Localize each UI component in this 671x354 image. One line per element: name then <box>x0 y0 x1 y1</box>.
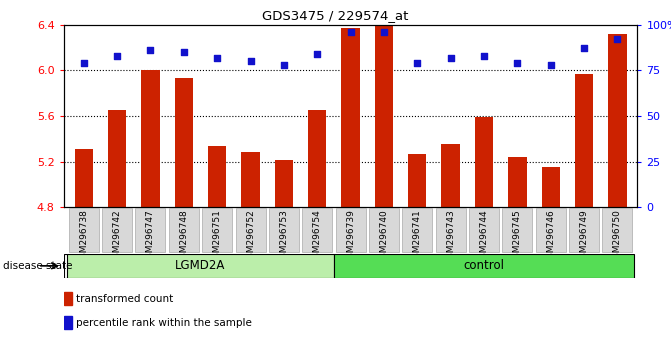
Text: GSM296753: GSM296753 <box>279 210 289 264</box>
Point <box>546 62 556 68</box>
Point <box>512 60 523 66</box>
Text: GSM296748: GSM296748 <box>179 210 189 264</box>
Point <box>446 55 456 61</box>
FancyBboxPatch shape <box>202 209 232 252</box>
FancyBboxPatch shape <box>334 254 634 278</box>
Point <box>112 53 123 59</box>
Bar <box>64 292 72 305</box>
Text: control: control <box>464 259 505 272</box>
Point <box>245 58 256 64</box>
FancyBboxPatch shape <box>136 209 166 252</box>
Bar <box>274 160 293 207</box>
Point <box>578 46 589 51</box>
Text: GSM296749: GSM296749 <box>580 210 588 264</box>
Text: GSM296745: GSM296745 <box>513 210 522 264</box>
Text: GSM296754: GSM296754 <box>313 210 321 264</box>
FancyBboxPatch shape <box>435 209 466 252</box>
Bar <box>575 74 593 207</box>
Text: transformed count: transformed count <box>76 294 173 304</box>
Point <box>412 60 423 66</box>
FancyBboxPatch shape <box>535 209 566 252</box>
FancyBboxPatch shape <box>469 209 499 252</box>
FancyBboxPatch shape <box>336 209 366 252</box>
Bar <box>408 154 427 207</box>
Text: GSM296751: GSM296751 <box>213 210 221 264</box>
FancyBboxPatch shape <box>403 209 432 252</box>
FancyBboxPatch shape <box>503 209 532 252</box>
FancyBboxPatch shape <box>64 254 631 278</box>
Point <box>378 29 389 35</box>
Bar <box>609 34 627 207</box>
Point <box>178 49 189 55</box>
FancyBboxPatch shape <box>603 209 633 252</box>
Bar <box>308 110 326 207</box>
Text: GSM296741: GSM296741 <box>413 210 422 264</box>
Bar <box>208 145 226 207</box>
Text: GSM296742: GSM296742 <box>113 210 121 264</box>
Point <box>79 60 89 66</box>
Text: GSM296744: GSM296744 <box>480 210 488 264</box>
Bar <box>242 153 260 207</box>
Point <box>212 55 223 61</box>
Bar <box>541 167 560 207</box>
Text: GSM296743: GSM296743 <box>446 210 455 264</box>
Bar <box>142 70 160 207</box>
Text: GDS3475 / 229574_at: GDS3475 / 229574_at <box>262 9 409 22</box>
FancyBboxPatch shape <box>169 209 199 252</box>
Bar <box>375 25 393 207</box>
Text: GSM296739: GSM296739 <box>346 210 355 264</box>
FancyBboxPatch shape <box>302 209 332 252</box>
Point <box>278 62 289 68</box>
Bar <box>508 157 527 207</box>
Text: GSM296747: GSM296747 <box>146 210 155 264</box>
Text: LGMD2A: LGMD2A <box>175 259 225 272</box>
Text: disease state: disease state <box>3 261 73 271</box>
Text: percentile rank within the sample: percentile rank within the sample <box>76 318 252 328</box>
Bar <box>174 78 193 207</box>
Point <box>612 36 623 42</box>
Bar <box>108 110 126 207</box>
Point <box>478 53 489 59</box>
FancyBboxPatch shape <box>569 209 599 252</box>
FancyBboxPatch shape <box>369 209 399 252</box>
FancyBboxPatch shape <box>102 209 132 252</box>
Bar <box>475 117 493 207</box>
Bar <box>442 144 460 207</box>
Point <box>145 47 156 53</box>
Text: GSM296750: GSM296750 <box>613 210 622 264</box>
FancyBboxPatch shape <box>67 254 334 278</box>
FancyBboxPatch shape <box>236 209 266 252</box>
Bar <box>64 316 72 329</box>
Text: GSM296746: GSM296746 <box>546 210 555 264</box>
Point <box>312 51 323 57</box>
Text: GSM296738: GSM296738 <box>79 210 89 264</box>
Text: GSM296752: GSM296752 <box>246 210 255 264</box>
Bar <box>74 149 93 207</box>
Bar <box>342 28 360 207</box>
FancyBboxPatch shape <box>68 209 99 252</box>
FancyBboxPatch shape <box>269 209 299 252</box>
Point <box>345 29 356 35</box>
Text: GSM296740: GSM296740 <box>380 210 389 264</box>
